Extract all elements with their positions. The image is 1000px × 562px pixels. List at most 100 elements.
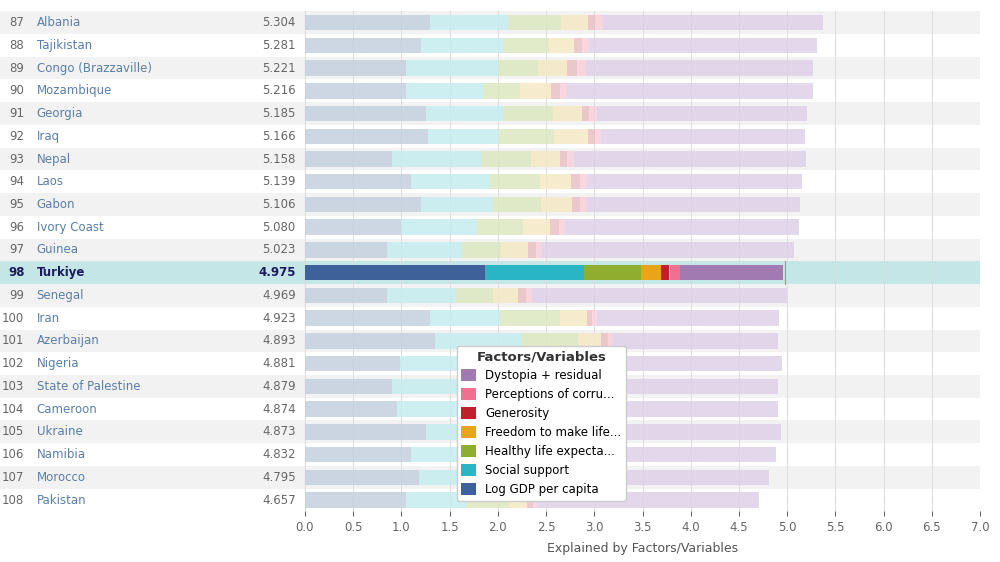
Text: 5.158: 5.158 — [262, 152, 296, 166]
Bar — [305, 379, 392, 394]
Text: 4.874: 4.874 — [262, 402, 296, 416]
Bar — [305, 242, 387, 258]
Bar — [477, 220, 523, 235]
Bar — [0, 489, 305, 511]
Bar — [305, 197, 421, 212]
Bar — [603, 15, 823, 30]
Text: 5.185: 5.185 — [262, 107, 296, 120]
Text: Guinea: Guinea — [37, 243, 79, 256]
Text: Nepal: Nepal — [37, 152, 71, 166]
Bar — [493, 288, 518, 303]
Bar — [542, 242, 794, 258]
Text: 4.893: 4.893 — [262, 334, 296, 347]
Bar — [550, 220, 559, 235]
Text: 97: 97 — [9, 243, 24, 256]
Bar — [305, 57, 980, 79]
Bar — [490, 174, 540, 189]
Bar — [578, 333, 601, 348]
Bar — [305, 34, 980, 57]
Bar — [426, 106, 503, 121]
Bar — [511, 379, 531, 394]
Bar — [564, 447, 776, 463]
Text: Gabon: Gabon — [37, 198, 75, 211]
Bar — [0, 352, 305, 375]
Bar — [529, 401, 535, 417]
Text: 103: 103 — [2, 380, 24, 393]
Bar — [538, 470, 565, 485]
Bar — [577, 60, 586, 76]
Text: 4.923: 4.923 — [262, 312, 296, 325]
Bar — [605, 424, 610, 439]
Text: 4.879: 4.879 — [262, 380, 296, 393]
Bar — [528, 242, 536, 258]
Bar — [565, 220, 799, 235]
Bar — [475, 356, 508, 371]
Bar — [613, 333, 778, 348]
Text: Ivory Coast: Ivory Coast — [37, 221, 103, 234]
Bar — [560, 83, 567, 98]
Text: 94: 94 — [9, 175, 24, 188]
Bar — [574, 38, 582, 53]
Bar — [670, 265, 680, 280]
Bar — [426, 424, 514, 439]
Bar — [305, 375, 980, 398]
Bar — [572, 197, 580, 212]
Bar — [305, 443, 980, 466]
Bar — [305, 38, 421, 53]
Bar — [567, 83, 813, 98]
Text: 99: 99 — [9, 289, 24, 302]
Bar — [521, 401, 529, 417]
Bar — [305, 466, 980, 489]
Bar — [601, 129, 805, 144]
Text: Iran: Iran — [37, 312, 60, 325]
Text: 89: 89 — [10, 62, 24, 75]
Bar — [567, 151, 574, 167]
Bar — [561, 15, 588, 30]
Bar — [0, 125, 305, 148]
Bar — [401, 220, 477, 235]
Bar — [587, 174, 802, 189]
Text: Ukraine: Ukraine — [37, 425, 82, 438]
Bar — [392, 151, 480, 167]
Text: Cameroon: Cameroon — [37, 402, 97, 416]
Bar — [305, 329, 980, 352]
Bar — [305, 265, 485, 280]
Bar — [305, 401, 397, 417]
Bar — [305, 447, 411, 463]
Bar — [551, 83, 560, 98]
Text: 4.832: 4.832 — [262, 448, 296, 461]
Bar — [549, 38, 574, 53]
Bar — [503, 38, 549, 53]
Bar — [400, 356, 475, 371]
Text: 4.975: 4.975 — [258, 266, 296, 279]
Text: 5.221: 5.221 — [262, 62, 296, 75]
Bar — [406, 60, 498, 76]
Bar — [305, 129, 428, 144]
Bar — [305, 333, 435, 348]
Bar — [608, 333, 613, 348]
Bar — [559, 447, 564, 463]
Text: 4.881: 4.881 — [262, 357, 296, 370]
Bar — [461, 379, 511, 394]
Bar — [560, 151, 567, 167]
Bar — [406, 492, 466, 508]
Bar — [483, 83, 520, 98]
Bar — [305, 284, 980, 307]
X-axis label: Explained by Factors/Variables: Explained by Factors/Variables — [547, 542, 738, 555]
Bar — [554, 129, 588, 144]
Bar — [397, 401, 466, 417]
Bar — [576, 470, 769, 485]
Bar — [531, 151, 560, 167]
Bar — [582, 106, 589, 121]
Bar — [421, 197, 493, 212]
Bar — [595, 15, 603, 30]
Bar — [305, 83, 406, 98]
Text: 107: 107 — [2, 471, 24, 484]
Bar — [485, 265, 584, 280]
Bar — [0, 375, 305, 398]
Bar — [305, 310, 430, 326]
Bar — [0, 170, 305, 193]
Bar — [430, 310, 500, 326]
Text: 93: 93 — [10, 152, 24, 166]
Bar — [523, 220, 550, 235]
